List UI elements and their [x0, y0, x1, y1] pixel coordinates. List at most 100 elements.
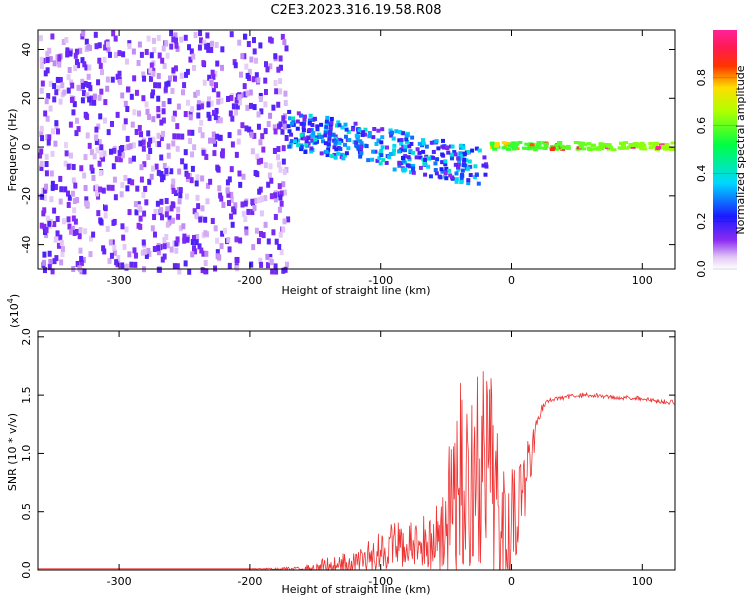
heat-cell	[240, 53, 245, 60]
heat-cell	[280, 33, 285, 40]
heat-cell	[581, 147, 587, 151]
heat-cell	[152, 214, 157, 221]
heat-cell	[263, 77, 268, 84]
heat-cell	[229, 31, 234, 38]
heat-cell	[90, 167, 95, 174]
heat-cell	[177, 198, 182, 205]
heat-cell	[287, 116, 292, 121]
heat-cell	[376, 128, 381, 133]
heat-cell	[97, 94, 102, 101]
heat-cell	[184, 193, 189, 200]
heat-cell	[183, 260, 188, 267]
heat-cell	[237, 94, 242, 101]
heat-cell	[131, 155, 136, 162]
heat-cell	[428, 174, 433, 179]
heat-cell	[234, 236, 239, 243]
heat-cell	[586, 146, 592, 150]
heat-cell	[372, 127, 377, 132]
heat-cell	[542, 147, 548, 151]
heat-cell	[48, 259, 53, 266]
heat-cell	[181, 89, 186, 96]
heat-cell	[263, 88, 268, 95]
heat-cell	[424, 144, 429, 149]
heat-cell	[600, 144, 606, 148]
heat-cell	[43, 110, 48, 117]
heat-cell	[356, 146, 361, 151]
y-tick-label: 1.0	[20, 445, 33, 463]
snr-plot-area	[38, 331, 675, 570]
heat-cell	[273, 53, 278, 60]
heat-cell	[404, 139, 409, 144]
heat-cell	[171, 36, 176, 43]
y-tick-label: -20	[20, 187, 33, 205]
heat-cell	[97, 160, 102, 167]
heat-cell	[176, 206, 181, 213]
heat-cell	[420, 138, 425, 143]
heat-cell	[79, 260, 84, 267]
heat-cell	[59, 259, 64, 266]
heat-cell	[171, 178, 176, 185]
heat-cell	[193, 91, 198, 98]
heat-cell	[256, 158, 261, 165]
heat-cell	[85, 201, 90, 208]
heat-cell	[378, 161, 383, 166]
heat-cell	[190, 251, 195, 258]
heat-cell	[106, 46, 111, 53]
heat-cell	[429, 140, 434, 145]
heat-cell	[52, 221, 57, 228]
heat-cell	[234, 109, 239, 116]
heat-cell	[120, 262, 125, 269]
heat-cell	[247, 126, 252, 133]
heat-cell	[81, 82, 86, 89]
heat-cell	[242, 33, 247, 40]
heat-cell	[204, 153, 209, 160]
heat-cell	[151, 89, 156, 96]
heat-cell	[134, 89, 139, 96]
heat-cell	[196, 100, 201, 107]
heat-cell	[306, 141, 311, 146]
heat-cell	[258, 139, 263, 146]
heat-cell	[233, 202, 238, 209]
heat-cell	[249, 131, 254, 138]
heat-cell	[357, 128, 362, 133]
heat-cell	[422, 157, 427, 162]
heat-cell	[307, 118, 312, 123]
heat-cell	[50, 33, 55, 40]
heat-cell	[333, 139, 338, 144]
heat-cell	[309, 146, 314, 151]
heat-cell	[334, 147, 339, 152]
heat-cell	[67, 67, 72, 74]
heat-cell	[611, 148, 617, 152]
heat-cell	[557, 147, 563, 151]
heat-cell	[97, 139, 102, 146]
heat-cell	[144, 252, 149, 259]
heat-cell	[190, 106, 195, 113]
heat-cell	[213, 225, 218, 232]
heat-cell	[397, 163, 402, 168]
heat-cell	[196, 112, 201, 119]
heat-cell	[71, 109, 76, 116]
heat-cell	[311, 131, 316, 136]
heat-cell	[191, 245, 196, 252]
heat-cell	[240, 201, 245, 208]
spectrogram-x-ticks: -300 -200 -100 0 100	[107, 30, 653, 287]
heat-cell	[102, 56, 107, 63]
heat-cell	[409, 141, 414, 146]
heat-cell	[556, 143, 562, 147]
heat-cell	[55, 215, 60, 222]
heat-cell	[466, 181, 471, 186]
heat-cell	[61, 246, 66, 253]
heat-cell	[380, 145, 385, 150]
heat-cell	[286, 216, 291, 223]
heat-cell	[133, 201, 138, 208]
y-tick-label: 0	[20, 144, 33, 151]
heat-cell	[299, 121, 304, 126]
heat-cell	[222, 227, 227, 234]
heat-cell	[573, 140, 579, 144]
heat-cell	[401, 167, 406, 172]
heat-cell	[206, 42, 211, 49]
heat-cell	[343, 142, 348, 147]
heat-cell	[96, 79, 101, 86]
heat-cell	[200, 205, 205, 212]
heat-cell	[462, 160, 467, 165]
